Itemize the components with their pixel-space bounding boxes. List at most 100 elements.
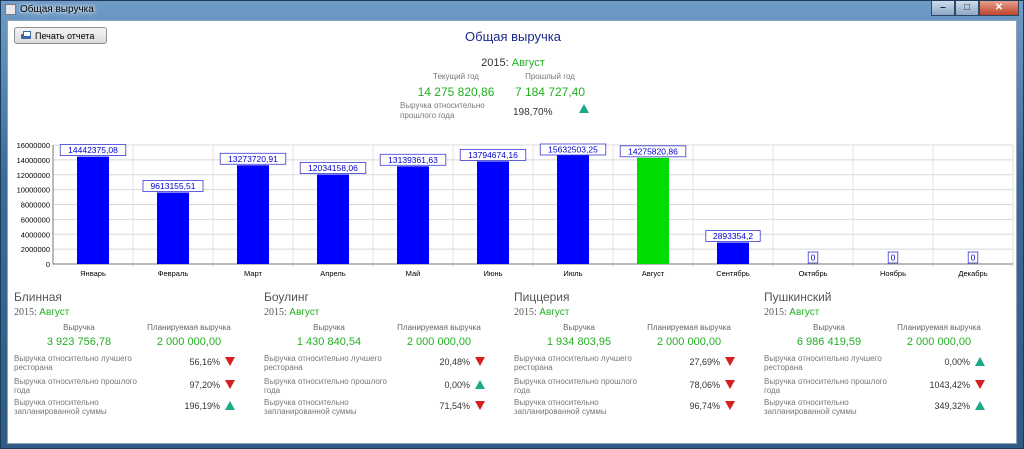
trend-up-icon bbox=[975, 357, 985, 366]
trend-down-icon bbox=[725, 401, 735, 410]
restaurant-period-year: 2015: bbox=[514, 307, 537, 318]
bar bbox=[397, 166, 429, 264]
print-report-button[interactable]: Печать отчета bbox=[14, 27, 107, 44]
trend-down-icon bbox=[225, 357, 235, 366]
relative-previous-label: Выручка относительно прошлого года bbox=[400, 101, 485, 120]
restaurant-period-year: 2015: bbox=[14, 307, 37, 318]
window-controls: – □ ✕ bbox=[931, 1, 1019, 17]
y-tick-label: 12000000 bbox=[17, 171, 50, 180]
bar bbox=[477, 161, 509, 264]
metric-value: 1043,42% bbox=[929, 380, 970, 390]
planned-revenue-label: Планируемая выручка bbox=[397, 323, 481, 332]
data-label: 13139361,63 bbox=[388, 155, 438, 165]
metric-value: 349,32% bbox=[934, 401, 970, 411]
metric-label: Выручка относительно запланированной сум… bbox=[514, 398, 607, 416]
close-button[interactable]: ✕ bbox=[979, 1, 1019, 16]
restaurant-name: Блинная bbox=[14, 290, 62, 304]
metric-value: 0,00% bbox=[944, 357, 970, 367]
y-tick-label: 4000000 bbox=[21, 230, 50, 239]
x-tick-label: Февраль bbox=[158, 269, 189, 278]
x-tick-label: Декабрь bbox=[958, 269, 987, 278]
bar bbox=[317, 174, 349, 264]
period-header: 2015: Август bbox=[8, 57, 1018, 69]
bar bbox=[157, 192, 189, 264]
trend-down-icon bbox=[225, 380, 235, 389]
data-label: 0 bbox=[811, 253, 816, 263]
restaurant-period: 2015: Август bbox=[14, 307, 69, 318]
current-year-value: 14 275 820,86 bbox=[417, 85, 495, 99]
restaurant-name: Пиццерия bbox=[514, 290, 570, 304]
bar bbox=[237, 165, 269, 264]
metric-value: 196,19% bbox=[184, 401, 220, 411]
metric-label: Выручка относительно лучшего ресторана bbox=[264, 354, 382, 372]
trend-up-icon bbox=[225, 401, 235, 410]
app-icon bbox=[5, 4, 16, 15]
metric-label: Выручка относительно прошлого года bbox=[514, 377, 637, 395]
data-label: 15632503,25 bbox=[548, 145, 598, 155]
metric-value: 78,06% bbox=[689, 380, 720, 390]
restaurant-name: Пушкинский bbox=[764, 290, 832, 304]
data-label: 14442375,08 bbox=[68, 145, 118, 155]
restaurant-panel: Пиццерия 2015: Август Выручка Планируемая в… bbox=[514, 290, 764, 440]
print-report-label: Печать отчета bbox=[35, 30, 95, 41]
data-label-box bbox=[967, 251, 979, 264]
period-year: 2015: bbox=[481, 57, 509, 69]
y-tick-label: 0 bbox=[46, 260, 50, 269]
metric-value: 71,54% bbox=[439, 401, 470, 411]
bar bbox=[557, 147, 589, 264]
previous-year-value: 7 184 727,40 bbox=[514, 85, 586, 99]
data-label-box bbox=[807, 251, 819, 264]
restaurant-period-month: Август bbox=[39, 307, 70, 318]
data-label-box bbox=[539, 143, 607, 156]
metric-value: 56,16% bbox=[189, 357, 220, 367]
metric-value: 27,69% bbox=[689, 357, 720, 367]
trend-down-icon bbox=[475, 401, 485, 410]
metric-label: Выручка относительно лучшего ресторана bbox=[764, 354, 882, 372]
metric-label: Выручка относительно лучшего ресторана bbox=[14, 354, 132, 372]
revenue-label: Выручка bbox=[63, 323, 95, 332]
data-label: 13794674,16 bbox=[468, 150, 518, 160]
data-label-box bbox=[59, 144, 127, 156]
data-label: 12034158,06 bbox=[308, 163, 358, 173]
x-tick-label: Ноябрь bbox=[880, 269, 906, 278]
y-tick-label: 16000000 bbox=[17, 141, 50, 150]
revenue-label: Выручка bbox=[563, 323, 595, 332]
trend-down-icon bbox=[975, 380, 985, 389]
revenue-value: 1 934 803,95 bbox=[546, 336, 612, 348]
trend-up-icon bbox=[975, 401, 985, 410]
x-tick-label: Сентябрь bbox=[716, 269, 750, 278]
planned-revenue-label: Планируемая выручка bbox=[897, 323, 981, 332]
restaurant-panel: Пушкинский 2015: Август Выручка Планируемая… bbox=[764, 290, 1014, 440]
current-year-label: Текущий год bbox=[433, 72, 479, 81]
revenue-label: Выручка bbox=[313, 323, 345, 332]
report-area: Печать отчета Общая выручка 2015: Август… bbox=[7, 20, 1017, 444]
relative-previous-value: 198,70% bbox=[513, 107, 553, 118]
maximize-button[interactable]: □ bbox=[955, 1, 979, 16]
y-tick-label: 6000000 bbox=[21, 215, 50, 224]
x-tick-label: Январь bbox=[80, 269, 106, 278]
planned-revenue-value: 2 000 000,00 bbox=[406, 336, 472, 348]
revenue-value: 1 430 840,54 bbox=[296, 336, 362, 348]
restaurant-period-year: 2015: bbox=[264, 307, 287, 318]
y-tick-label: 14000000 bbox=[17, 156, 50, 165]
x-tick-label: Июнь bbox=[483, 269, 502, 278]
x-tick-label: Август bbox=[642, 269, 665, 278]
trend-down-icon bbox=[725, 357, 735, 366]
trend-up-icon bbox=[475, 380, 485, 389]
data-label-box bbox=[299, 162, 367, 174]
restaurant-period-year: 2015: bbox=[764, 307, 787, 318]
restaurant-period-month: Август bbox=[289, 307, 320, 318]
trend-down-icon bbox=[725, 380, 735, 389]
restaurant-name: Боулинг bbox=[264, 290, 309, 304]
printer-icon bbox=[21, 31, 31, 40]
metric-value: 0,00% bbox=[444, 380, 470, 390]
minimize-button[interactable]: – bbox=[931, 1, 955, 16]
metric-label: Выручка относительно запланированной сум… bbox=[764, 398, 857, 416]
data-label-box bbox=[219, 152, 287, 165]
restaurant-panel: Блинная 2015: Август Выручка Планируемая вы… bbox=[14, 290, 264, 440]
data-label-box bbox=[705, 230, 761, 242]
trend-up-icon bbox=[579, 104, 589, 113]
metric-value: 97,20% bbox=[189, 380, 220, 390]
metric-label: Выручка относительно прошлого года bbox=[764, 377, 887, 395]
